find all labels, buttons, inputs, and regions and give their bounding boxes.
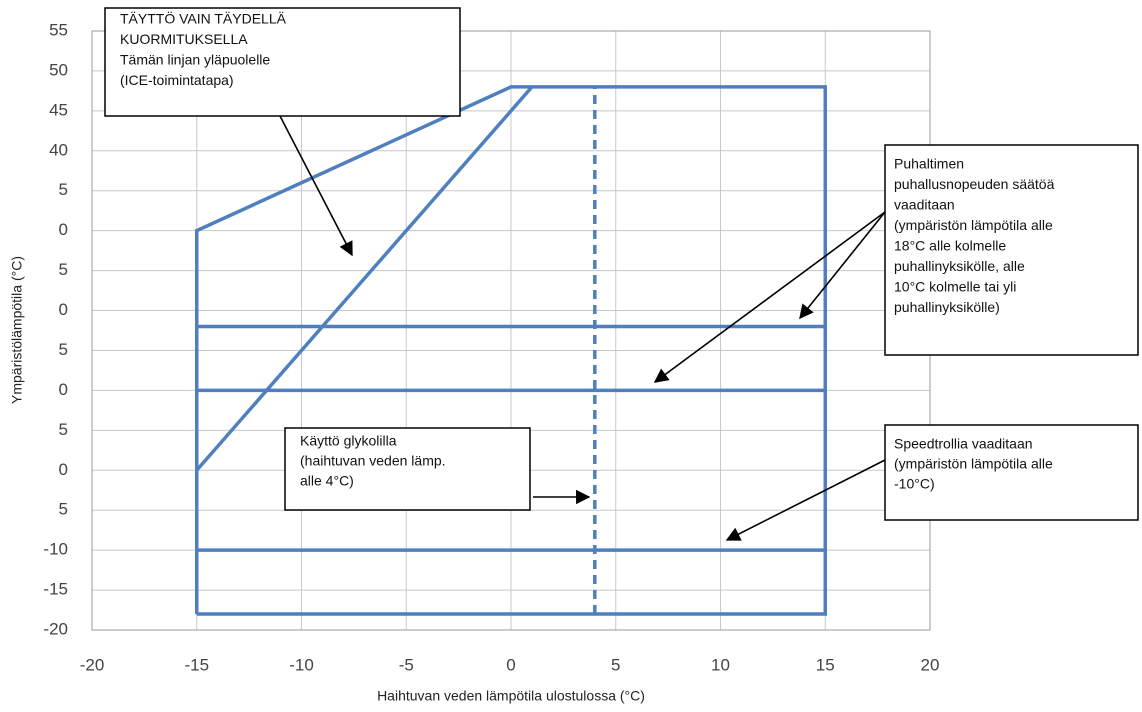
annotation-text: puhallusnopeuden säätöä	[894, 176, 1055, 192]
series-line	[195, 85, 827, 616]
y-tick-label: 5	[59, 260, 68, 279]
arrows	[279, 115, 886, 541]
labels: -20 -15 -10 -5 0 5 10 15 2055504540505050505-10-…	[43, 20, 939, 674]
annotation-text: Speedtrollia vaaditaan	[894, 436, 1033, 452]
y-tick-label: 5	[59, 340, 68, 359]
x-tick-label: 20	[921, 655, 940, 674]
y-tick-label: 0	[59, 460, 68, 479]
annotation-text: (ympäristön lämpötila alle	[894, 217, 1053, 233]
annotation-box	[884, 144, 1139, 356]
grid	[91, 30, 931, 631]
arrow	[725, 459, 886, 541]
annotations: TÄYTTÖ VAIN TÄYDELLÄ KUORMITUKSELLA Tämän …	[120, 10, 1055, 492]
annotation-text: (haihtuvan veden lämp.	[300, 453, 446, 469]
annotation-text: (ympäristön lämpötila alle	[894, 456, 1053, 472]
annotation-text: Tämän linjan yläpuolelle	[120, 52, 270, 68]
y-tick-label: 40	[49, 140, 68, 159]
annotation-text: 18°C alle kolmelle	[894, 238, 1006, 254]
x-tick-label: -20	[80, 655, 105, 674]
annotation-text: alle 4°C)	[300, 473, 354, 489]
series-line	[195, 85, 534, 472]
y-tick-label: -20	[43, 619, 68, 638]
annotation-text: puhallinyksikölle)	[894, 299, 1000, 315]
y-tick-label: 55	[49, 20, 68, 39]
y-tick-label: 0	[59, 380, 68, 399]
y-tick-label: 0	[59, 300, 68, 319]
x-tick-label: -15	[184, 655, 209, 674]
annotation-text: puhallinyksikölle, alle	[894, 258, 1025, 274]
annotation-text: Puhaltimen	[894, 156, 964, 172]
annotation-box	[284, 427, 531, 511]
annotation-text: 10°C kolmelle tai yli	[894, 279, 1016, 295]
annotation-text: (ICE-toimintatapa)	[120, 72, 234, 88]
annotation-text: -10°C)	[894, 476, 935, 492]
y-tick-label: -15	[43, 580, 68, 599]
arrow	[279, 115, 353, 257]
arrow	[799, 211, 886, 320]
y-tick-label: 50	[49, 60, 68, 79]
x-tick-label: 15	[816, 655, 835, 674]
y-tick-label: 45	[49, 100, 68, 119]
x-axis-label: Haihtuvan veden lämpötila ulostulossa (°…	[377, 688, 645, 704]
annotation-text: vaaditaan	[894, 197, 955, 213]
y-tick-label: -10	[43, 540, 68, 559]
y-axis-label: Ympäristölämpötila (°C)	[9, 256, 25, 404]
annotation-boxes	[104, 7, 1139, 521]
annotation-box	[104, 7, 461, 117]
y-tick-label: 5	[59, 180, 68, 199]
series	[195, 85, 827, 616]
annotation-text: Käyttö glykolilla	[300, 433, 397, 449]
arrow	[653, 211, 886, 383]
annotation-box	[884, 424, 1139, 521]
x-tick-label: -5	[399, 655, 414, 674]
x-tick-label: 0	[506, 655, 515, 674]
x-tick-label: 5	[611, 655, 620, 674]
y-tick-label: 5	[59, 500, 68, 519]
annotation-text: KUORMITUKSELLA	[120, 31, 248, 47]
x-tick-label: 10	[711, 655, 730, 674]
y-tick-label: 0	[59, 220, 68, 239]
annotation-text: TÄYTTÖ VAIN TÄYDELLÄ	[120, 10, 287, 27]
y-tick-label: 5	[59, 420, 68, 439]
x-tick-label: -10	[289, 655, 314, 674]
